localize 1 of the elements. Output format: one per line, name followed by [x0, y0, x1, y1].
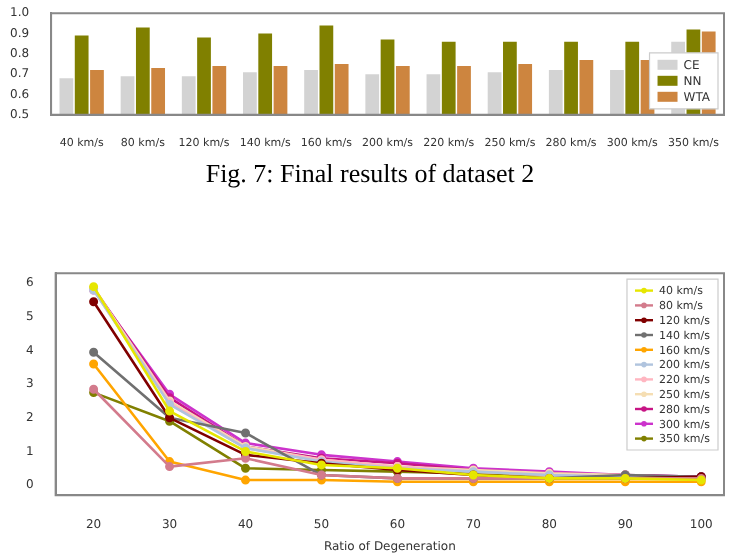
- caption: Fig. 7: Final results of dataset 2: [203, 158, 537, 190]
